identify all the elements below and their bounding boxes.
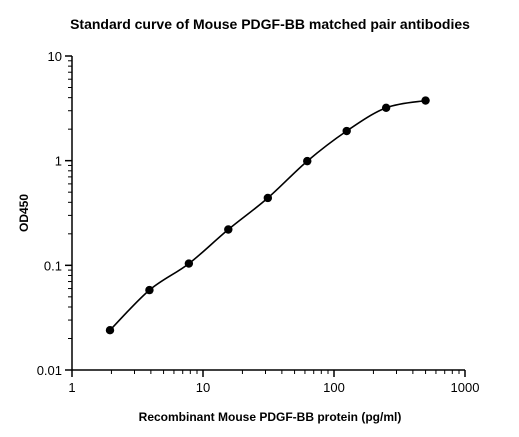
y-axis-title: OD450 xyxy=(17,194,31,232)
fit-curve xyxy=(109,99,426,331)
data-point xyxy=(145,285,154,295)
data-point xyxy=(263,193,273,203)
axes: 1 10 100 1000 0.01 0.1 1 10 xyxy=(37,49,480,395)
x-tick-label: 10 xyxy=(196,380,210,395)
data-point xyxy=(421,96,430,105)
y-tick-label: 0.01 xyxy=(37,363,62,378)
chart-title: Standard curve of Mouse PDGF-BB matched … xyxy=(70,16,470,32)
x-tick-label: 100 xyxy=(323,380,345,395)
x-tick-label: 1 xyxy=(68,380,75,395)
data-point xyxy=(381,103,391,112)
data-point xyxy=(105,326,115,335)
y-tick-label: 1 xyxy=(55,154,62,169)
data-point xyxy=(303,156,312,166)
data-point xyxy=(342,126,351,136)
data-point xyxy=(184,259,194,268)
y-tick-label: 10 xyxy=(48,49,62,64)
x-axis-title: Recombinant Mouse PDGF-BB protein (pg/ml… xyxy=(139,410,402,424)
data-point xyxy=(224,225,233,234)
x-tick-label: 1000 xyxy=(451,380,480,395)
data-points xyxy=(105,96,430,335)
y-tick-label: 0.1 xyxy=(44,258,62,273)
